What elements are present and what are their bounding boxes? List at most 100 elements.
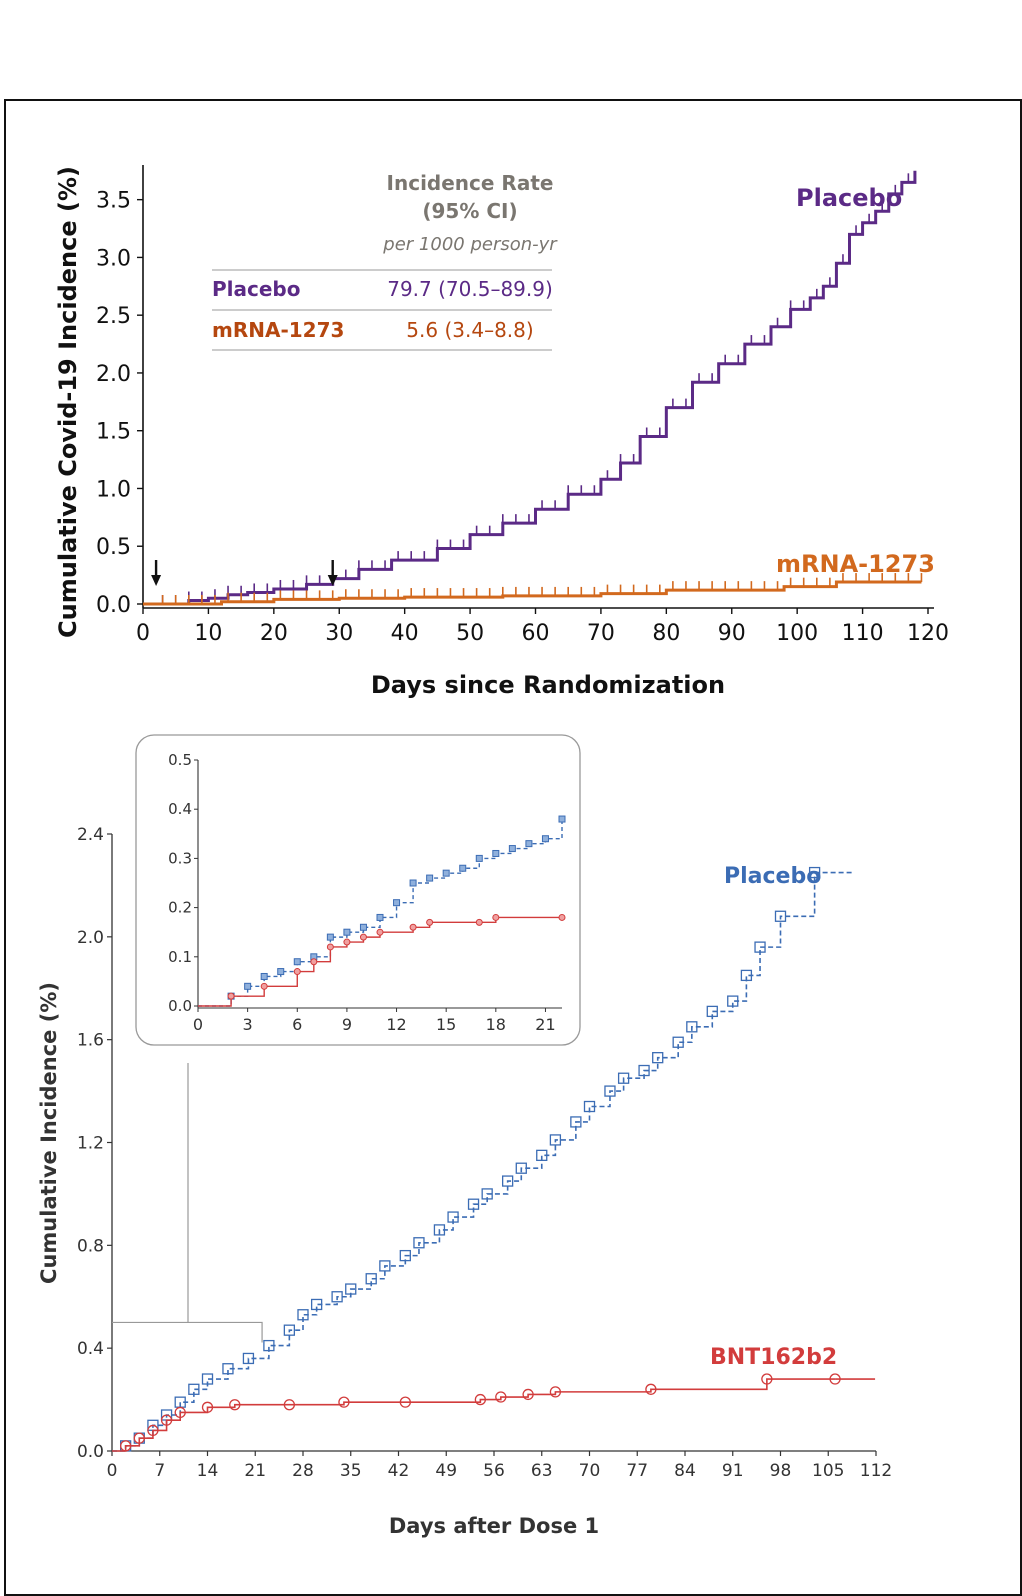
top-x-tick-label: 90 <box>718 621 746 646</box>
inset-y-tick-label: 0.2 <box>168 899 192 917</box>
bottom-marker-bnt162b2 <box>119 1440 132 1452</box>
inset-marker-bnt162b2 <box>343 938 351 946</box>
bottom-x-tick-label: 21 <box>244 1461 266 1481</box>
inset-x-tick-label: 21 <box>535 1015 555 1034</box>
bottom-y-tick-label: 0.0 <box>77 1442 104 1462</box>
inset-x-tick-label: 6 <box>292 1015 302 1034</box>
bottom-marker-bnt162b2 <box>495 1391 507 1403</box>
inset-marker-placebo <box>541 835 549 843</box>
bottom-marker-placebo <box>570 1116 582 1128</box>
inset-marker-placebo <box>508 845 516 853</box>
arrow-head <box>151 575 162 586</box>
top-x-tick-label: 80 <box>652 621 680 646</box>
inset-chart: 0.0 0.1 0.2 0.3 0.4 0.5 0 3 6 9 12 15 18 21 <box>135 734 581 1046</box>
top-y-tick-label: 3.0 <box>96 246 131 271</box>
inset-marker-placebo <box>459 864 467 872</box>
inset-marker-placebo <box>260 972 268 980</box>
bottom-marker-placebo <box>447 1211 459 1223</box>
bottom-marker-placebo <box>263 1339 275 1352</box>
bottom-y-tick-label: 2.4 <box>77 825 104 845</box>
bottom-marker-placebo <box>774 910 787 922</box>
arrow-head <box>327 575 338 586</box>
bottom-marker-placebo <box>433 1224 446 1236</box>
bottom-marker-bnt162b2 <box>160 1414 173 1426</box>
bottom-marker-placebo <box>222 1363 234 1375</box>
bottom-y-tick-label: 1.2 <box>77 1134 104 1154</box>
bottom-marker-placebo <box>808 866 821 879</box>
bottom-marker-bnt162b2 <box>174 1406 186 1419</box>
top-x-axis-title: Days since Randomization <box>371 671 725 699</box>
inset-marker-placebo <box>558 815 566 823</box>
inset-marker-placebo <box>442 869 450 877</box>
bottom-marker-placebo <box>672 1036 684 1048</box>
bottom-marker-placebo <box>604 1085 616 1097</box>
bottom-x-tick-label: 0 <box>107 1461 118 1481</box>
bottom-marker-placebo <box>467 1198 480 1210</box>
bottom-marker-placebo <box>481 1188 493 1200</box>
top-y-tick-label: 0.5 <box>96 535 131 560</box>
bottom-marker-placebo <box>242 1352 255 1365</box>
top-x-tick-label: 20 <box>260 621 288 646</box>
bottom-marker-bnt162b2 <box>147 1424 159 1437</box>
inset-y-tick-label: 0.3 <box>168 849 192 867</box>
top-x-tick-label: 0 <box>136 621 150 646</box>
inset-panel <box>135 734 581 1046</box>
bottom-x-tick-label: 98 <box>770 1461 792 1481</box>
inset-marker-bnt162b2 <box>326 943 334 951</box>
figure-frame <box>4 99 1022 1596</box>
top-y-tick-label: 2.5 <box>96 304 131 329</box>
top-x-tick-label: 120 <box>907 621 949 646</box>
bottom-marker-placebo <box>297 1309 309 1321</box>
bottom-marker-placebo <box>740 969 753 982</box>
bottom-series-line-bnt162b2 <box>112 1378 836 1452</box>
zoom-bracket <box>112 1321 263 1343</box>
bottom-marker-placebo <box>638 1064 650 1077</box>
inset-marker-placebo <box>343 928 351 936</box>
bottom-x-tick-label: 91 <box>722 1461 744 1481</box>
bottom-chart: 0.00.40.81.21.62.02.40 7 14 21 28 35 42 49 56 63 7… <box>77 825 892 1481</box>
top-y-tick-label: 0.0 <box>96 593 131 618</box>
inset-marker-placebo <box>492 849 500 857</box>
top-legend-header-2: (95% CI) <box>422 199 517 223</box>
bottom-x-tick-label: 7 <box>154 1461 165 1481</box>
top-y-tick-label: 1.5 <box>96 420 131 445</box>
bottom-x-tick-label: 49 <box>435 1461 457 1481</box>
inset-y-tick-label: 0.1 <box>168 948 192 966</box>
bottom-y-tick-label: 0.4 <box>77 1339 104 1359</box>
bottom-marker-bnt162b2 <box>761 1373 773 1385</box>
bottom-x-tick-label: 105 <box>812 1461 844 1481</box>
top-y-tick-label: 1.0 <box>96 477 131 502</box>
inset-marker-bnt162b2 <box>293 968 301 976</box>
top-y-axis-title: Cumulative Covid-19 Incidence (%) <box>54 166 82 638</box>
legend-row-mrna-label: mRNA-1273 <box>212 318 344 342</box>
inset-marker-placebo <box>376 913 384 921</box>
top-chart: 0.0 0.5 1.0 1.5 2.0 2.5 3.0 3.5 0 10 20 30 40 50 60 70 8… <box>96 165 949 646</box>
bottom-x-tick-label: 42 <box>388 1461 410 1481</box>
bottom-x-tick-label: 112 <box>860 1461 892 1481</box>
inset-marker-bnt162b2 <box>260 982 268 990</box>
inset-marker-bnt162b2 <box>376 928 384 936</box>
bottom-marker-placebo <box>536 1149 548 1162</box>
inset-x-tick-label: 18 <box>486 1015 506 1034</box>
inset-x-tick-label: 15 <box>436 1015 456 1034</box>
bottom-x-tick-label: 35 <box>340 1461 362 1481</box>
bottom-marker-bnt162b2 <box>338 1396 350 1408</box>
inset-marker-bnt162b2 <box>227 992 235 1000</box>
bottom-marker-bnt162b2 <box>829 1373 841 1385</box>
bottom-marker-placebo <box>310 1298 323 1311</box>
bottom-marker-bnt162b2 <box>229 1399 241 1411</box>
top-x-tick-label: 10 <box>194 621 222 646</box>
inset-marker-bnt162b2 <box>492 913 500 921</box>
top-series-line-mrna <box>143 580 922 606</box>
bottom-marker-bnt162b2 <box>133 1432 145 1444</box>
top-legend-unit: per 1000 person-yr <box>382 234 558 255</box>
top-series-line-placebo <box>143 170 917 606</box>
inset-y-tick-label: 0.5 <box>168 751 192 769</box>
inset-marker-placebo <box>409 879 417 887</box>
bottom-marker-placebo <box>365 1273 377 1285</box>
legend-row-placebo-label: Placebo <box>212 277 301 301</box>
top-y-tick-label: 2.0 <box>96 362 131 387</box>
bottom-marker-placebo <box>652 1052 664 1064</box>
top-x-tick-label: 40 <box>391 621 419 646</box>
